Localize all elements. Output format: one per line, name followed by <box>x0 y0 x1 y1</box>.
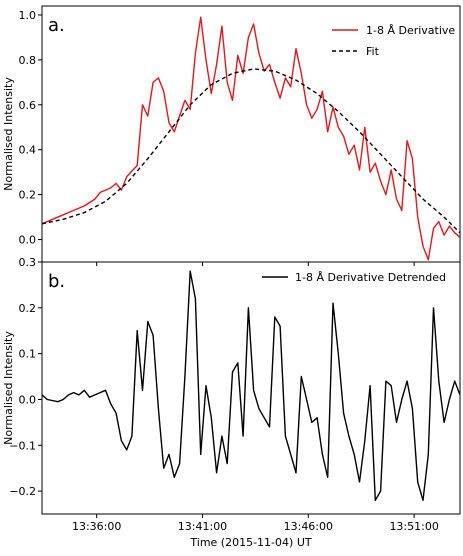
panel-b-ytick-label: 0.1 <box>19 348 37 361</box>
panel-b-label: b. <box>48 271 65 292</box>
panel-b-xtick-label: 13:51:00 <box>389 520 438 533</box>
panel-a-ytick-label: 0.4 <box>19 144 37 157</box>
panel-b-ytick-label: −0.2 <box>9 485 36 498</box>
panel-b-xtick-label: 13:41:00 <box>178 520 227 533</box>
panel-a-legend: 1-8 Å Derivative Fit <box>332 24 455 58</box>
legend-label-derivative: 1-8 Å Derivative <box>366 24 455 37</box>
panel-b: b. −0.2 −0.1 0.0 0.1 0.2 0.3 13:36:00 13:41:00… <box>2 256 461 549</box>
panel-a-yticks: 0.0 0.2 0.4 0.6 0.8 1.0 <box>19 9 415 266</box>
panel-a-ytick-label: 0.8 <box>19 54 37 67</box>
panel-b-xticks: 13:36:00 13:41:00 13:46:00 13:51:00 <box>72 514 439 533</box>
panel-b-ytick-label: 0.2 <box>19 302 37 315</box>
panel-b-xtick-label: 13:46:00 <box>284 520 333 533</box>
panel-a-series <box>42 16 460 261</box>
panel-b-ytick-label: 0.3 <box>19 256 37 269</box>
panel-a: a. 0.0 0.2 0.4 0.6 0.8 1.0 1-8 Å Derivative F… <box>2 5 461 266</box>
panel-b-yticks: −0.2 −0.1 0.0 0.1 0.2 0.3 <box>9 256 42 498</box>
panel-b-ylabel: Normalised Intensity <box>2 331 15 445</box>
panel-b-series-main-line <box>42 270 460 501</box>
panel-b-ytick-label: −0.1 <box>9 439 36 452</box>
panel-a-ytick-label: 0.0 <box>19 234 37 247</box>
legend-label-detrended: 1-8 Å Derivative Detrended <box>295 271 446 284</box>
panel-a-ylabel: Normalised Intensity <box>2 77 15 191</box>
panel-b-ytick-label: 0.0 <box>19 393 37 406</box>
panel-a-ytick-label: 0.6 <box>19 99 37 112</box>
panel-a-frame <box>41 5 461 263</box>
panel-a-series-main-line <box>42 16 460 261</box>
panel-a-label: a. <box>48 15 65 36</box>
panel-b-xlabel: Time (2015-11-04) UT <box>189 536 311 549</box>
panel-b-legend: 1-8 Å Derivative Detrended <box>262 271 446 284</box>
panel-a-ytick-label: 1.0 <box>19 9 37 22</box>
panel-b-frame <box>41 261 461 515</box>
panel-a-series-fit-line <box>42 68 460 234</box>
panel-b-series <box>42 270 460 501</box>
panel-a-ytick-label: 0.2 <box>19 189 37 202</box>
panel-b-xtick-label: 13:36:00 <box>72 520 121 533</box>
legend-label-fit: Fit <box>366 45 380 58</box>
